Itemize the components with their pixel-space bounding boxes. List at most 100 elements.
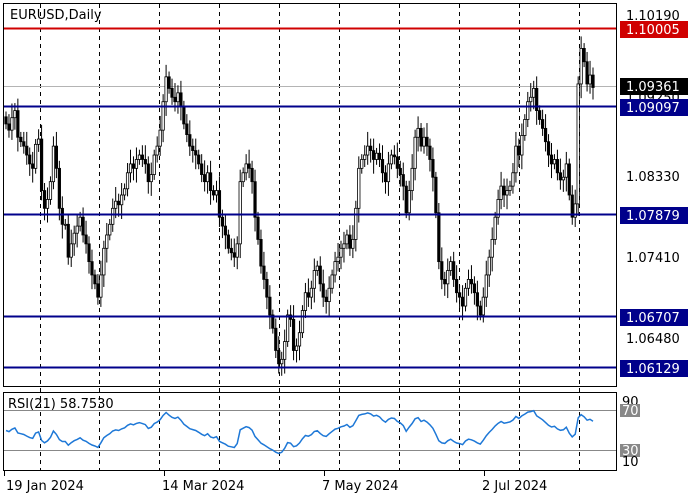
bearish-candle <box>188 134 192 147</box>
bearish-candle <box>229 247 233 254</box>
bullish-candle <box>125 172 130 190</box>
bearish-candle <box>460 296 465 307</box>
rsi-line <box>5 409 594 455</box>
bearish-candle <box>434 176 438 214</box>
bullish-candle <box>481 296 485 316</box>
bullish-candle <box>523 119 527 136</box>
bearish-candle <box>395 156 399 169</box>
bullish-candle <box>75 225 79 234</box>
chart-symbol-title: EURUSD,Daily <box>10 8 102 23</box>
bullish-candle <box>487 256 491 276</box>
support-price-label: 1.06707 <box>626 311 680 326</box>
bullish-candle <box>496 199 500 218</box>
bullish-candle <box>312 270 316 289</box>
bullish-candle <box>241 172 245 183</box>
bullish-candle <box>10 117 14 131</box>
bullish-candle <box>283 341 287 360</box>
bearish-candle <box>179 92 183 107</box>
bullish-candle <box>345 234 349 245</box>
bearish-candle <box>452 261 456 280</box>
bullish-candle <box>13 110 17 119</box>
bearish-candle <box>217 190 222 218</box>
bullish-candle <box>407 190 411 214</box>
bearish-candle <box>443 278 447 285</box>
bearish-candle <box>271 314 275 329</box>
bearish-candle <box>440 261 444 280</box>
bullish-candle <box>78 216 82 227</box>
rsi-axis: 90 70 30 10 <box>620 395 640 470</box>
bullish-candle <box>446 270 450 285</box>
bullish-candle <box>205 172 210 183</box>
bearish-candle <box>81 216 85 236</box>
bullish-candle <box>386 163 391 183</box>
bearish-candle <box>437 212 441 263</box>
bearish-candle <box>419 127 423 147</box>
bullish-candle <box>511 172 515 187</box>
bullish-candle <box>122 188 127 196</box>
bearish-candle <box>220 216 225 227</box>
support-price-box <box>620 99 688 116</box>
bullish-candle <box>134 159 139 169</box>
bullish-candle <box>158 129 162 147</box>
bullish-candle <box>137 154 142 160</box>
bullish-candle <box>576 83 580 205</box>
bullish-candle <box>336 256 340 263</box>
bullish-candle <box>363 154 367 160</box>
bullish-candle <box>579 48 583 85</box>
bearish-candle <box>117 200 121 206</box>
bearish-candle <box>232 252 236 258</box>
current-price-label: 1.09361 <box>626 80 680 95</box>
price-tick-label: 1.06480 <box>626 332 680 347</box>
bullish-candle <box>214 190 219 196</box>
bullish-candle <box>366 145 370 156</box>
bullish-candle <box>111 207 115 225</box>
bearish-candle <box>546 141 551 156</box>
bullish-candle <box>374 152 379 160</box>
bearish-candle <box>84 234 88 245</box>
bullish-candle <box>45 199 50 209</box>
bearish-candle <box>140 154 144 160</box>
bearish-candle <box>185 123 189 135</box>
bearish-candle <box>203 174 207 183</box>
bearish-candle <box>93 274 97 285</box>
bearish-candle <box>570 194 574 218</box>
bearish-candle <box>318 265 322 285</box>
bullish-candle <box>34 143 38 169</box>
bearish-candle <box>170 87 174 98</box>
time-axis: 19 Jan 2024 14 Mar 2024 7 May 2024 2 Jul… <box>4 470 547 494</box>
rsi-tick-label: 10 <box>622 455 639 470</box>
bearish-candle <box>541 119 545 129</box>
bearish-candle <box>306 292 310 298</box>
bullish-candle <box>300 310 305 334</box>
support-price-label: 1.07879 <box>626 209 680 224</box>
bullish-candle <box>354 207 358 240</box>
bullish-candle <box>309 287 313 298</box>
bearish-candle <box>259 239 263 267</box>
bullish-candle <box>63 223 67 226</box>
bullish-candle <box>327 287 331 303</box>
bullish-candle <box>120 194 124 206</box>
bullish-candle <box>176 92 180 103</box>
bearish-candle <box>96 283 100 298</box>
support-price-label: 1.06129 <box>626 362 680 377</box>
bullish-candle <box>449 261 453 271</box>
current-price-box <box>620 78 688 95</box>
bearish-candle <box>22 141 26 147</box>
bullish-candle <box>532 87 536 98</box>
bearish-candle <box>535 87 539 112</box>
bullish-candle <box>161 101 165 131</box>
bearish-candle <box>200 163 204 175</box>
bearish-candle <box>377 152 382 160</box>
bearish-candle <box>194 150 198 156</box>
bearish-candle <box>591 74 595 88</box>
bearish-candle <box>401 174 405 187</box>
bearish-candle <box>475 292 479 307</box>
bearish-candle <box>253 181 257 218</box>
bullish-candle <box>520 135 524 156</box>
bullish-candle <box>303 292 308 311</box>
bearish-candle <box>431 159 435 178</box>
bearish-candle <box>39 138 44 191</box>
bullish-candle <box>552 159 557 165</box>
bullish-candle <box>286 314 290 342</box>
